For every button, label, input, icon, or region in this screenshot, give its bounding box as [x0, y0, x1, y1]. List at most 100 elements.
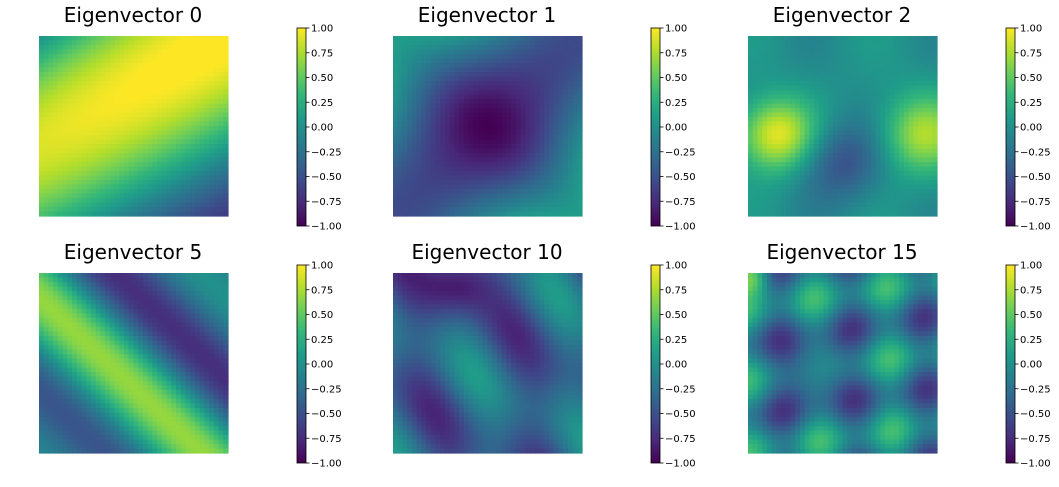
- heatmap-cell: [539, 211, 545, 217]
- heatmap-cell: [814, 144, 820, 150]
- heatmap-cell: [913, 108, 919, 114]
- heatmap-cell: [851, 112, 858, 118]
- heatmap-cell: [100, 162, 106, 168]
- heatmap-cell: [53, 144, 59, 150]
- heatmap-cell: [804, 135, 811, 141]
- heatmap-cell: [426, 72, 432, 78]
- heatmap-cell: [851, 103, 858, 109]
- heatmap-cell: [147, 184, 153, 190]
- heatmap-cell: [875, 184, 881, 190]
- heatmap-cell: [463, 54, 470, 60]
- heatmap-cell: [39, 90, 45, 96]
- heatmap-cell: [444, 67, 451, 73]
- heatmap-cell: [147, 130, 153, 136]
- heatmap-cell: [496, 49, 503, 55]
- heatmap-cell: [204, 153, 210, 159]
- heatmap-cell: [53, 130, 59, 136]
- heatmap-cell: [799, 85, 806, 91]
- heatmap-cell: [572, 112, 578, 118]
- heatmap-cell: [473, 121, 479, 127]
- heatmap-cell: [109, 166, 116, 172]
- heatmap-cell: [48, 417, 54, 423]
- heatmap-cell: [520, 135, 526, 141]
- heatmap-cell: [128, 180, 135, 186]
- heatmap-cell: [62, 58, 68, 64]
- heatmap-cell: [752, 63, 759, 69]
- heatmap-cell: [908, 189, 914, 195]
- heatmap-cell: [416, 99, 422, 105]
- heatmap-cell: [463, 126, 470, 132]
- heatmap-cell: [752, 81, 759, 87]
- heatmap-cell: [814, 112, 820, 118]
- heatmap-cell: [435, 45, 441, 51]
- heatmap-cell: [785, 175, 792, 181]
- heatmap-cell: [397, 198, 404, 204]
- heatmap-cell: [209, 67, 215, 73]
- heatmap-cell: [482, 139, 489, 145]
- heatmap-cell: [922, 117, 929, 123]
- heatmap-cell: [828, 144, 834, 150]
- heatmap-cell: [762, 108, 768, 114]
- heatmap-cell: [520, 202, 526, 208]
- heatmap-cell: [577, 139, 583, 145]
- heatmap-cell: [161, 171, 168, 177]
- heatmap-cell: [223, 67, 229, 73]
- heatmap-cell: [213, 85, 220, 91]
- heatmap-cell: [176, 171, 182, 177]
- heatmap-cell: [544, 157, 550, 163]
- heatmap-cell: [171, 148, 177, 154]
- heatmap-cell: [534, 85, 541, 91]
- heatmap-cell: [913, 130, 919, 136]
- heatmap-cell: [444, 99, 451, 105]
- heatmap-cell: [39, 171, 45, 177]
- heatmap-cell: [795, 126, 801, 132]
- heatmap-cell: [771, 94, 777, 100]
- heatmap-cell: [776, 162, 782, 168]
- heatmap-cell: [48, 331, 54, 337]
- heatmap-cell: [875, 99, 881, 105]
- heatmap-cell: [39, 198, 45, 204]
- heatmap-cell: [459, 198, 465, 204]
- heatmap-cell: [105, 90, 111, 96]
- heatmap-cell: [218, 184, 224, 190]
- heatmap-cell: [577, 130, 583, 136]
- heatmap-cell: [95, 157, 102, 163]
- heatmap-cell: [53, 99, 59, 105]
- heatmap-cell: [53, 126, 59, 132]
- heatmap-cell: [81, 58, 87, 64]
- heatmap-cell: [875, 36, 881, 42]
- heatmap-cell: [515, 130, 522, 136]
- heatmap-cell: [785, 162, 792, 168]
- heatmap-cell: [397, 162, 404, 168]
- heatmap-cell: [894, 54, 900, 60]
- heatmap-cell: [157, 90, 163, 96]
- heatmap-cell: [842, 144, 848, 150]
- heatmap-cell: [48, 448, 54, 454]
- heatmap-cell: [563, 67, 569, 73]
- heatmap-cell: [100, 72, 106, 78]
- heatmap-cell: [790, 117, 796, 123]
- heatmap-cell: [124, 184, 130, 190]
- heatmap-cell: [889, 175, 896, 181]
- heatmap-cell: [43, 184, 50, 190]
- heatmap-cell: [199, 90, 205, 96]
- heatmap-cell: [771, 108, 777, 114]
- heatmap-cell: [133, 108, 139, 114]
- heatmap-cell: [799, 108, 806, 114]
- heatmap-cell: [842, 117, 848, 123]
- heatmap-cell: [809, 157, 815, 163]
- heatmap-cell: [809, 207, 815, 213]
- heatmap-cell: [128, 193, 135, 199]
- heatmap-cell: [548, 153, 555, 159]
- heatmap-cell: [870, 189, 877, 195]
- heatmap-cell: [109, 76, 116, 82]
- heatmap-cell: [128, 99, 135, 105]
- heatmap-cell: [530, 144, 536, 150]
- heatmap-cell: [397, 139, 404, 145]
- heatmap-cell: [842, 171, 848, 177]
- heatmap-cell: [440, 126, 446, 132]
- heatmap-cell: [771, 76, 777, 82]
- heatmap-cell: [407, 162, 413, 168]
- heatmap-cell: [204, 162, 210, 168]
- heatmap-cell: [435, 121, 441, 127]
